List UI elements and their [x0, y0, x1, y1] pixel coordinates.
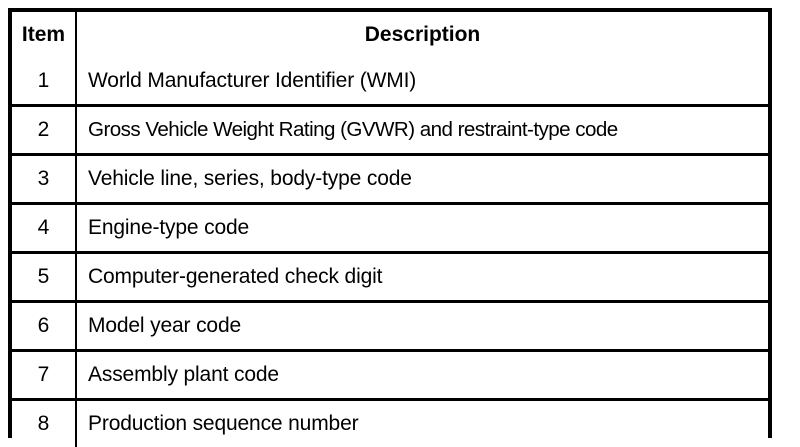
cell-item-number: 1 — [12, 58, 76, 106]
table-header-row: Item Description — [12, 12, 768, 58]
table-row: 7 Assembly plant code — [12, 351, 768, 400]
cell-item-description: Computer-generated check digit — [76, 253, 768, 302]
cell-item-number: 8 — [12, 400, 76, 447]
cell-item-number: 7 — [12, 351, 76, 400]
table-row: 1 World Manufacturer Identifier (WMI) — [12, 58, 768, 106]
column-header-item: Item — [12, 12, 76, 58]
table-row: 3 Vehicle line, series, body-type code — [12, 155, 768, 204]
cell-item-description: Gross Vehicle Weight Rating (GVWR) and r… — [76, 106, 768, 155]
cell-item-number: 3 — [12, 155, 76, 204]
table: Item Description 1 World Manufacturer Id… — [12, 12, 768, 447]
cell-item-number: 6 — [12, 302, 76, 351]
table-header: Item Description — [12, 12, 768, 58]
cell-item-description: Production sequence number — [76, 400, 768, 447]
column-header-description: Description — [76, 12, 768, 58]
table-row: 4 Engine-type code — [12, 204, 768, 253]
table-body: 1 World Manufacturer Identifier (WMI) 2 … — [12, 58, 768, 447]
table-row: 6 Model year code — [12, 302, 768, 351]
cell-item-number: 4 — [12, 204, 76, 253]
cell-item-description: Model year code — [76, 302, 768, 351]
vin-description-table: Item Description 1 World Manufacturer Id… — [8, 8, 772, 438]
cell-item-description: World Manufacturer Identifier (WMI) — [76, 58, 768, 106]
cell-item-number: 2 — [12, 106, 76, 155]
table-row: 5 Computer-generated check digit — [12, 253, 768, 302]
cell-item-description: Assembly plant code — [76, 351, 768, 400]
cell-item-description: Vehicle line, series, body-type code — [76, 155, 768, 204]
cell-item-description: Engine-type code — [76, 204, 768, 253]
cell-item-number: 5 — [12, 253, 76, 302]
table-row: 8 Production sequence number — [12, 400, 768, 447]
table-row: 2 Gross Vehicle Weight Rating (GVWR) and… — [12, 106, 768, 155]
